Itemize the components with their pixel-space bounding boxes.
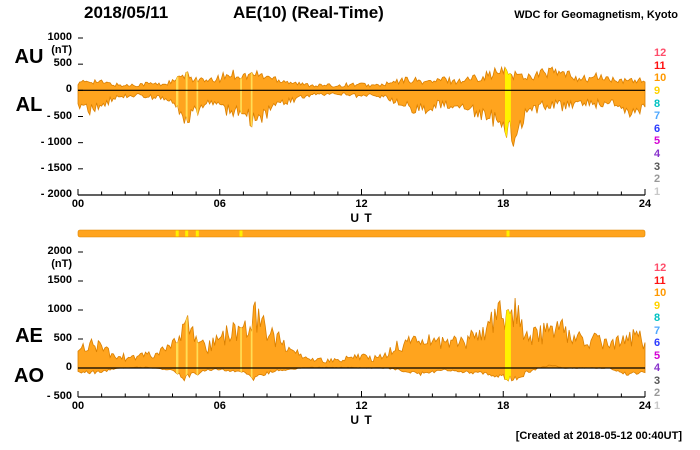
availability-gap [195, 230, 199, 237]
station-count-10: 10 [654, 287, 667, 300]
series-ae-area [77, 297, 646, 369]
gap-stripe [196, 67, 199, 147]
y-tick-label: 0 [65, 83, 72, 96]
station-count-9: 9 [654, 84, 661, 97]
gap-stripe [176, 67, 179, 147]
data-source-label: WDC for Geomagnetism, Kyoto [514, 9, 678, 21]
station-count-1: 1 [654, 400, 661, 412]
y-tick-label: - 2000 [40, 188, 72, 200]
gap-stripe [250, 298, 253, 381]
created-timestamp: [Created at 2018-05-12 00:40UT] [515, 430, 682, 442]
station-count-6: 6 [654, 337, 661, 350]
y-tick-label: 1500 [47, 274, 72, 286]
series-label-al: AL [15, 94, 43, 116]
station-count-5: 5 [654, 135, 661, 148]
station-count-4: 4 [654, 362, 661, 375]
station-count-9: 9 [654, 299, 661, 312]
station-count-12: 12 [654, 262, 667, 274]
station-count-3: 3 [654, 374, 661, 387]
gap-stripe [176, 298, 179, 381]
y-tick-label: 500 [53, 57, 72, 70]
x-tick-label: 18 [497, 198, 510, 210]
gap-stripe [240, 298, 242, 381]
availability-gap [239, 230, 243, 237]
availability-bar [77, 229, 646, 238]
station-count-7: 7 [654, 110, 661, 123]
x-tick-label: 06 [213, 198, 226, 210]
y-tick-label: 500 [53, 332, 72, 344]
station-count-2: 2 [654, 173, 661, 186]
y-tick-label: 2000 [47, 245, 72, 257]
x-tick-label: 12 [355, 198, 368, 210]
station-count-8: 8 [654, 312, 661, 325]
gap-stripe [250, 67, 253, 147]
gap-stripe [185, 298, 188, 381]
station-count-11: 11 [654, 59, 666, 72]
y-tick-label: - 500 [46, 109, 72, 122]
series-label-ao: AO [14, 365, 44, 387]
y-axis-unit: (nT) [51, 44, 72, 56]
series-label-au: AU [14, 46, 44, 68]
station-count-6: 6 [654, 122, 661, 135]
y-tick-label: 1000 [47, 31, 72, 43]
station-count-8: 8 [654, 97, 661, 110]
y-tick-label: 1000 [47, 303, 72, 315]
y-tick-label: 0 [65, 361, 72, 373]
station-count-4: 4 [654, 148, 661, 161]
y-axis-unit: (nT) [51, 258, 72, 270]
series-label-ae: AE [15, 325, 43, 347]
gap-stripe [185, 67, 188, 147]
station-count-1: 1 [654, 186, 661, 198]
station-count-7: 7 [654, 324, 661, 337]
x-axis-label: U T [350, 211, 373, 225]
station-count-11: 11 [654, 274, 666, 287]
plot-title: AE(10) (Real-Time) [233, 3, 384, 22]
x-tick-label: 06 [213, 400, 226, 412]
station-count-12: 12 [654, 47, 667, 59]
station-count-5: 5 [654, 349, 661, 362]
station-count-10: 10 [654, 72, 667, 85]
series-al-area [77, 89, 646, 147]
availability-gap [175, 230, 179, 237]
x-tick-label: 12 [355, 400, 368, 412]
x-tick-label: 00 [71, 198, 85, 210]
gap-stripe [505, 298, 511, 381]
y-tick-label: - 1000 [40, 135, 72, 148]
station-count-2: 2 [654, 387, 661, 400]
availability-gap [506, 230, 510, 237]
x-tick-label: 24 [638, 400, 652, 412]
y-tick-label: - 500 [46, 390, 72, 402]
x-axis-label: U T [350, 413, 373, 427]
x-tick-label: 18 [497, 400, 510, 412]
gap-stripe [505, 67, 511, 147]
availability-gap [185, 230, 189, 237]
x-tick-label: 24 [638, 198, 652, 210]
station-count-3: 3 [654, 160, 661, 173]
x-tick-label: 00 [71, 400, 85, 412]
gap-stripe [240, 67, 242, 147]
series-au-area [77, 65, 646, 91]
y-tick-label: - 1500 [40, 161, 72, 174]
plot-date: 2018/05/11 [84, 3, 169, 22]
